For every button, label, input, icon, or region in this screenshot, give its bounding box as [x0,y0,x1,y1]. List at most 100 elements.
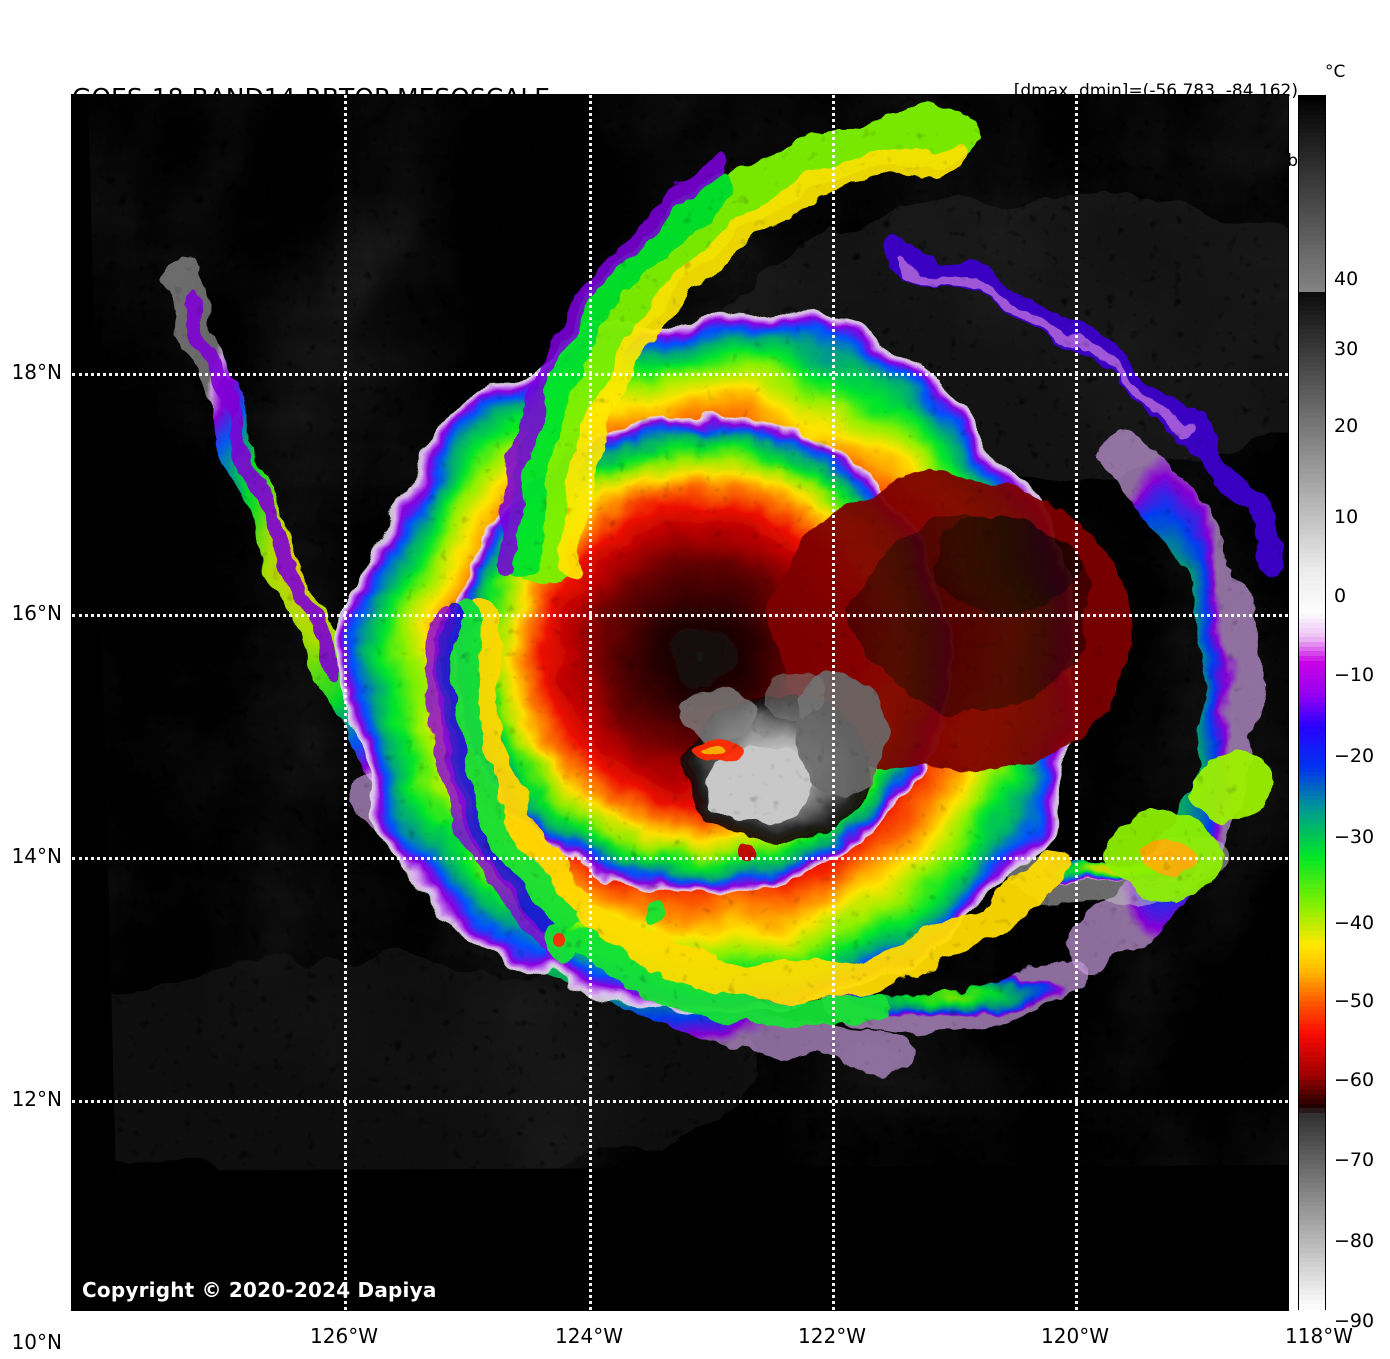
colorbar-segment [1299,212,1325,219]
colorbar-segment [1299,273,1325,280]
colorbar-segment [1299,1173,1325,1180]
colorbar-segment [1299,688,1325,695]
colorbar-segment [1299,912,1325,919]
colorbar-segment [1299,1094,1325,1101]
colorbar-segment [1299,1243,1325,1250]
colorbar-segment [1299,263,1325,270]
colorbar-segment [1299,450,1325,457]
colorbar-segment [1299,861,1325,868]
colorbar-segment [1299,1159,1325,1166]
gridline-lon-120W [1075,95,1078,1310]
colorbar-segment [1299,627,1325,634]
colorbar-segment [1299,1285,1325,1292]
colorbar-segment [1299,1229,1325,1236]
colorbar-segment [1299,791,1325,798]
colorbar-tick-label: 0 [1334,585,1347,607]
y-axis-tick-label: 16°N [11,601,62,625]
colorbar-segment [1299,1248,1325,1255]
colorbar-segment [1299,483,1325,490]
colorbar-segment [1299,954,1325,961]
colorbar-tick-label: −30 [1334,826,1375,848]
colorbar-segment [1299,1127,1325,1134]
colorbar-segment [1299,982,1325,989]
colorbar-segment [1299,903,1325,910]
satellite-data-footprint [86,95,1288,1177]
colorbar-segment [1299,590,1325,597]
colorbar-segment [1299,403,1325,410]
colorbar-segment [1299,1113,1325,1120]
colorbar-segment [1299,389,1325,396]
colorbar-segment [1299,1192,1325,1199]
colorbar-segment [1299,1295,1325,1301]
colorbar-segment [1299,585,1325,592]
colorbar-segment [1299,917,1325,924]
colorbar-segment [1299,347,1325,354]
colorbar-segment [1299,371,1325,378]
colorbar-segment [1299,730,1325,737]
colorbar-segment [1299,683,1325,690]
colorbar-segment [1299,114,1325,121]
colorbar-segment [1299,1253,1325,1259]
colorbar-segment [1299,147,1325,154]
colorbar-segment [1299,1010,1325,1017]
colorbar-segment [1299,245,1325,252]
colorbar-segment [1299,655,1325,662]
colorbar-segment [1299,1005,1325,1012]
colorbar-segment [1299,1183,1325,1190]
satellite-image-panel [72,95,1288,1310]
colorbar-segment [1299,1206,1325,1213]
colorbar-segment [1299,170,1325,177]
colorbar-segment [1299,679,1325,686]
colorbar-segment [1299,492,1325,499]
colorbar-segment [1299,1024,1325,1031]
colorbar-segment [1299,721,1325,728]
colorbar-segment [1299,193,1325,200]
colorbar-segment [1299,226,1325,233]
x-axis-tick-label: 122°W [798,1324,866,1348]
colorbar-segment [1299,128,1325,135]
colorbar-segment [1299,366,1325,373]
colorbar-segment [1299,800,1325,807]
colorbar-segment [1299,809,1325,816]
colorbar-segment [1299,296,1325,303]
colorbar-segment [1299,632,1325,639]
colorbar-segment [1299,1155,1325,1162]
colorbar[interactable] [1298,95,1326,1311]
colorbar-segment [1299,268,1325,275]
colorbar-segment [1299,240,1325,247]
colorbar-segment [1299,1225,1325,1232]
colorbar-segment [1299,1150,1325,1157]
colorbar-segment [1299,973,1325,980]
colorbar-segment [1299,315,1325,322]
colorbar-segment [1299,1304,1325,1311]
colorbar-segment [1299,207,1325,214]
colorbar-segment [1299,1211,1325,1218]
colorbar-segment [1299,413,1325,420]
colorbar-segment [1299,515,1325,522]
colorbar-segment [1299,851,1325,858]
colorbar-segment [1299,324,1325,331]
colorbar-segment [1299,329,1325,336]
colorbar-segment [1299,436,1325,443]
colorbar-segment [1299,1052,1325,1059]
colorbar-segment [1299,343,1325,350]
colorbar-segment [1299,1262,1325,1269]
gridline-lat-10N [72,1343,1288,1346]
colorbar-segment [1299,109,1325,116]
colorbar-segment [1299,520,1325,527]
colorbar-segment [1299,291,1325,298]
colorbar-segment [1299,977,1325,984]
colorbar-segment [1299,310,1325,317]
colorbar-segment [1299,151,1325,158]
x-axis-tick-label: 118°W [1285,1324,1353,1348]
colorbar-segment [1299,100,1325,107]
colorbar-segment [1299,427,1325,434]
colorbar-tick-label: −10 [1334,664,1375,686]
colorbar-unit-label: °C [1325,62,1346,82]
y-axis-tick-label: 14°N [11,844,62,868]
colorbar-segment [1299,777,1325,784]
colorbar-segment [1299,1019,1325,1026]
gridline-lon-126W [344,95,347,1310]
colorbar-segment [1299,1271,1325,1278]
colorbar-segment [1299,133,1325,140]
